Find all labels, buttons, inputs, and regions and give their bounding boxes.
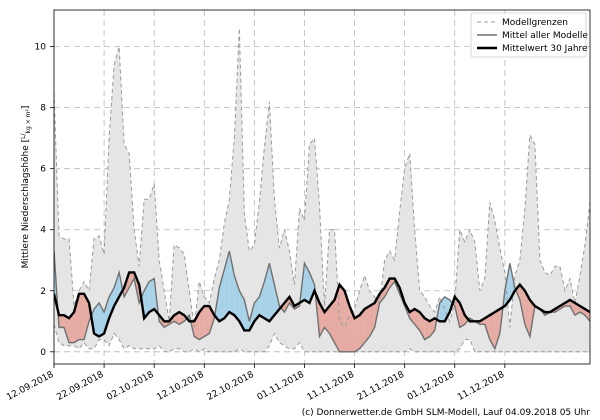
diff-area-18-0 — [144, 281, 150, 319]
x-tick-label-4: 22.10.2018 — [206, 370, 256, 403]
x-tick-label-8: 01.12.2018 — [406, 370, 456, 403]
x-tick-label-6: 11.11.2018 — [306, 370, 356, 403]
model-max-line — [54, 28, 590, 329]
x-tick-label-2: 02.10.2018 — [105, 370, 155, 403]
diff-area-29-0 — [199, 306, 205, 340]
diff-area-73-0 — [419, 312, 425, 340]
diff-area-51-0 — [309, 272, 315, 303]
diff-area-71-0 — [409, 309, 415, 325]
diff-area-105-0 — [579, 306, 585, 316]
model-mean-line — [54, 250, 590, 353]
diff-area-86-0 — [484, 315, 490, 340]
y-tick-label-0: 0 — [40, 348, 46, 358]
y-tick-label-5: 10 — [35, 43, 47, 53]
diff-area-4-0 — [74, 293, 80, 343]
diff-area-37-0 — [239, 290, 245, 331]
diff-area-30-0 — [204, 306, 210, 337]
x-tick-label-3: 12.10.2018 — [155, 370, 205, 403]
y-axis-ticks: 0 2 4 6 8 10 — [35, 43, 54, 358]
diff-area-56-0 — [334, 284, 340, 352]
diff-area-35-0 — [229, 251, 235, 316]
y-axis-label-close: ] — [21, 106, 31, 110]
x-tick-label-0: 12.09.2018 — [5, 370, 55, 403]
diff-area-63-0 — [369, 302, 375, 337]
diff-area-103-0 — [569, 299, 575, 316]
diff-area-50-0 — [304, 263, 310, 303]
diff-area-3-0 — [69, 312, 75, 343]
diff-area-77-0 — [439, 296, 445, 322]
y-axis-label: Mittlere Niederschlagshöhe [L/kg × m²] — [20, 106, 32, 269]
diff-area-54-0 — [324, 306, 330, 334]
diff-area-65-0 — [379, 287, 385, 303]
difference-areas — [54, 251, 590, 352]
diff-area-78-0 — [444, 296, 450, 322]
x-tick-label-1: 22.09.2018 — [55, 370, 105, 403]
legend-label-bounds: Modellgrenzen — [502, 18, 568, 28]
y-axis-unit-fraction-bar: / — [20, 133, 27, 136]
x-tick-label-5: 01.11.2018 — [256, 370, 306, 403]
diff-area-19-0 — [149, 278, 155, 313]
y-tick-label-2: 4 — [40, 226, 46, 236]
model-min-line — [54, 324, 590, 353]
y-axis-unit-denominator: kg × m² — [25, 108, 32, 133]
diff-area-6-0 — [84, 293, 90, 340]
diff-area-87-0 — [489, 312, 495, 349]
model-range-area — [54, 28, 590, 352]
diff-area-28-0 — [194, 312, 200, 340]
legend-box — [470, 12, 587, 58]
diff-area-57-0 — [339, 284, 345, 352]
diff-area-41-0 — [259, 281, 265, 319]
y-tick-label-1: 2 — [40, 287, 46, 297]
diff-area-5-0 — [79, 293, 85, 340]
diff-area-61-0 — [359, 309, 365, 349]
diff-area-55-0 — [329, 299, 335, 343]
diff-area-60-0 — [354, 315, 360, 352]
diff-area-34-0 — [224, 251, 230, 319]
y-tick-label-3: 6 — [40, 165, 46, 175]
plot-frame — [53, 9, 591, 365]
climate-mean-line — [54, 271, 590, 338]
y-axis-unit-numerator: L — [20, 135, 27, 139]
legend-label-climate: Mittelwert 30 Jahre — [502, 44, 588, 54]
diff-area-46-0 — [284, 296, 290, 313]
x-tick-label-7: 21.11.2018 — [356, 370, 406, 403]
diff-area-2-0 — [64, 315, 70, 343]
y-axis-label-text: Mittlere Niederschlagshöhe [ — [21, 139, 31, 269]
diff-area-74-0 — [424, 318, 430, 340]
x-tick-label-9: 11.12.2018 — [456, 370, 506, 403]
diff-area-10-0 — [104, 296, 110, 334]
diff-area-88-0 — [494, 309, 500, 349]
diff-area-94-0 — [524, 290, 530, 337]
x-axis-ticks: 12.09.2018 22.09.2018 02.10.2018 12.10.2018… — [5, 364, 506, 403]
diff-area-93-0 — [519, 284, 525, 325]
diff-area-15-0 — [129, 272, 135, 288]
diff-area-8-0 — [94, 302, 100, 337]
credit-text: (c) Donnerwetter.de GmbH SLM-Modell, Lau… — [302, 408, 591, 418]
diff-area-9-0 — [99, 302, 105, 337]
legend-label-mean: Mittel aller Modelle — [502, 31, 588, 41]
diff-area-43-0 — [269, 263, 275, 322]
diff-area-62-0 — [364, 306, 370, 343]
y-tick-label-4: 8 — [40, 104, 46, 114]
diff-area-33-0 — [219, 269, 225, 322]
legend: Modellgrenzen Mittel aller Modelle Mitte… — [470, 12, 588, 58]
diff-area-1-0 — [59, 315, 65, 328]
